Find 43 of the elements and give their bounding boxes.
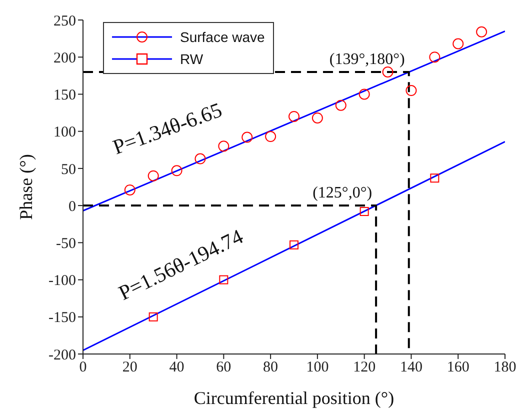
x-tick-label: 40 <box>169 360 184 376</box>
y-tick-label: 250 <box>54 13 76 30</box>
y-tick-label: 200 <box>54 50 76 66</box>
x-tick-label: 80 <box>263 360 278 376</box>
point <box>242 132 253 143</box>
y-tick-label: 0 <box>68 198 76 215</box>
point <box>312 112 323 124</box>
point <box>148 312 158 322</box>
y-tick-label: -50 <box>56 236 76 252</box>
point <box>148 170 159 182</box>
y-tick-label: 100 <box>54 124 76 141</box>
annotation: (125°,0°) <box>312 184 372 202</box>
x-tick-label: 60 <box>216 360 232 376</box>
point <box>430 174 440 183</box>
y-tick-label: -200 <box>48 347 76 364</box>
point <box>429 52 440 63</box>
x-tick-label: 20 <box>122 360 138 376</box>
y-tick-label: 150 <box>54 88 76 104</box>
x-tick-label: 180 <box>494 360 516 376</box>
y-axis-title: Phase (°) <box>16 154 36 220</box>
x-tick-label: 140 <box>400 360 422 376</box>
y-tick-label: -150 <box>48 310 76 326</box>
annotation: (139°,180°) <box>329 50 405 68</box>
point <box>358 88 370 100</box>
point <box>288 110 300 122</box>
x-axis-title: Circumferential position (°) <box>194 388 394 408</box>
y-tick-label: -100 <box>48 273 76 290</box>
x-tick-label: 0 <box>79 360 87 376</box>
point <box>452 38 464 50</box>
point <box>335 100 346 111</box>
x-tick-label: 100 <box>306 360 329 376</box>
point <box>360 206 369 216</box>
point <box>265 131 276 142</box>
legend-label: Surface wave <box>180 29 265 45</box>
y-tick-label: 50 <box>61 162 76 178</box>
point <box>171 165 182 176</box>
x-tick-label: 120 <box>353 360 376 376</box>
x-tick-label: 160 <box>446 360 470 376</box>
point <box>476 26 488 38</box>
legend-label: RW <box>180 51 204 67</box>
point <box>290 240 298 250</box>
point <box>124 184 136 196</box>
point <box>406 85 417 96</box>
